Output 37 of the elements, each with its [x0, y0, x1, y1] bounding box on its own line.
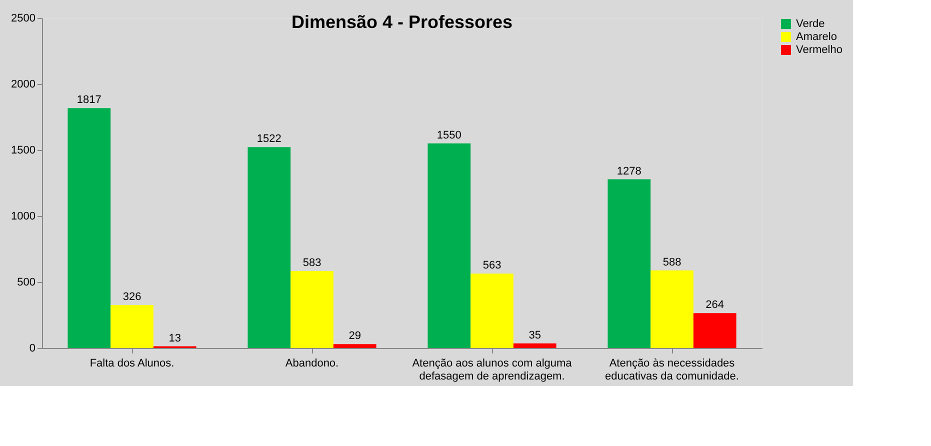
bar: [110, 304, 154, 348]
y-tick-label: 1000: [11, 210, 36, 222]
data-label: 1817: [76, 94, 102, 106]
data-label: 264: [706, 299, 724, 312]
data-label: 1550: [436, 129, 462, 142]
chart-title: Dimensão 4 - Professores: [291, 12, 513, 32]
y-tick-label: 1500: [11, 144, 36, 156]
bar: [248, 147, 291, 348]
data-label: 583: [302, 257, 322, 270]
bar: [290, 271, 334, 348]
data-label: 326: [122, 290, 142, 303]
legend-label: Vermelho: [796, 44, 842, 56]
x-tick-label: Abandono.: [285, 358, 339, 370]
y-tick-label: 0: [29, 342, 36, 354]
data-label: 563: [482, 260, 502, 272]
data-label: 35: [528, 329, 541, 342]
x-tick-label: Falta dos Alunos.: [90, 358, 174, 370]
data-label: 29: [348, 330, 361, 342]
bar: [470, 274, 514, 348]
bar: [513, 343, 556, 348]
bar: [608, 179, 651, 348]
x-tick-label: Atenção aos alunos com alguma defasagem de aprendizagem.: [412, 358, 573, 382]
bar: [68, 108, 111, 348]
x-tick-label: Atenção às necessidades educativas da comunidade.: [605, 358, 739, 382]
bar: [693, 313, 736, 348]
y-tick-label: 2500: [11, 12, 36, 24]
data-label: 1522: [256, 133, 282, 146]
data-label: 1278: [616, 165, 642, 178]
legend-label: Amarelo: [796, 31, 837, 43]
data-label: 588: [662, 256, 682, 268]
data-label: 13: [168, 332, 181, 344]
bar: [333, 344, 376, 348]
bar: [428, 143, 471, 348]
legend-label: Verde: [796, 18, 825, 30]
bar: [650, 270, 694, 348]
y-tick-label: 2000: [11, 78, 36, 90]
y-tick-label: 500: [17, 276, 36, 288]
